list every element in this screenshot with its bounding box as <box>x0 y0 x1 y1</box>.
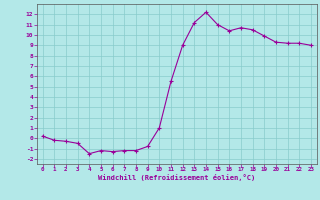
X-axis label: Windchill (Refroidissement éolien,°C): Windchill (Refroidissement éolien,°C) <box>98 174 255 181</box>
